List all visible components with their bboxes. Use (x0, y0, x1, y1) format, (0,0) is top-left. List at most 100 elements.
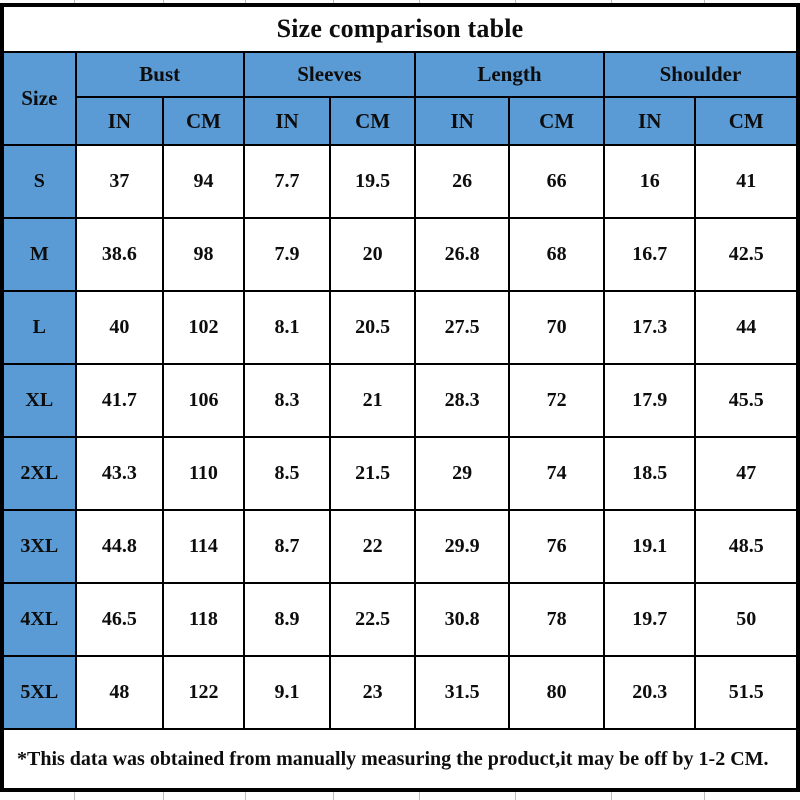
table-cell: 8.9 (242, 582, 332, 657)
sheet-tick (334, 0, 420, 3)
table-cell: 78 (508, 582, 605, 657)
table-cell: 16.7 (602, 217, 697, 292)
table-cell: 8.1 (242, 290, 332, 365)
table-cell: 80 (508, 655, 605, 730)
table-row: S 37 94 7.7 19.5 26 66 16 41 (1, 144, 799, 219)
table-cell: 19.7 (602, 582, 697, 657)
group-header-length: Length (413, 51, 605, 98)
table-cell: 110 (162, 436, 245, 511)
table-row: 3XL 44.8 114 8.7 22 29.9 76 19.1 48.5 (1, 509, 799, 584)
table-cell: 17.3 (602, 290, 697, 365)
table-cell: 28.3 (413, 363, 511, 438)
sheet-tick (164, 792, 246, 800)
sheet-edge-bottom (0, 792, 800, 800)
table-cell: 48.5 (694, 509, 799, 584)
sheet-tick (612, 792, 705, 800)
table-cell: 50 (694, 582, 799, 657)
table-row: 4XL 46.5 118 8.9 22.5 30.8 78 19.7 50 (1, 582, 799, 657)
header-group-row: Size Bust Sleeves Length Shoulder (1, 51, 800, 146)
table-cell: 7.9 (242, 217, 332, 292)
title-row: Size comparison table (1, 4, 799, 53)
sheet-tick (420, 0, 516, 3)
sheet-tick (705, 792, 800, 800)
table-cell: 19.1 (602, 509, 697, 584)
table-row: XL 41.7 106 8.3 21 28.3 72 17.9 45.5 (1, 363, 799, 438)
table-cell: 26.8 (413, 217, 511, 292)
table-cell: 18.5 (602, 436, 697, 511)
sheet-tick (0, 0, 75, 3)
footnote-row: *This data was obtained from manually me… (1, 728, 799, 791)
table-cell: 46.5 (74, 582, 165, 657)
table-cell: 102 (162, 290, 245, 365)
table-cell: 106 (162, 363, 245, 438)
table-cell: 51.5 (694, 655, 799, 730)
header-unit-row: IN CM IN CM IN CM IN CM (2, 96, 799, 146)
sheet-tick (0, 792, 75, 800)
row-size-label: XL (1, 363, 77, 438)
subheader-length-in: IN (413, 96, 511, 146)
table-cell: 31.5 (413, 655, 511, 730)
table-cell: 16 (602, 144, 697, 219)
table-cell: 118 (162, 582, 245, 657)
table-cell: 68 (508, 217, 605, 292)
sheet-tick (75, 792, 164, 800)
sheet-edge-top (0, 0, 800, 3)
sheet-tick (420, 792, 516, 800)
row-size-label: M (1, 217, 77, 292)
table-cell: 20.5 (329, 290, 416, 365)
table-cell: 45.5 (694, 363, 799, 438)
table-cell: 8.7 (242, 509, 332, 584)
table-cell: 9.1 (242, 655, 332, 730)
table-cell: 23 (329, 655, 416, 730)
size-comparison-table: Size comparison table Size Bust Sleeves … (0, 3, 800, 792)
table-cell: 41.7 (74, 363, 165, 438)
table-cell: 29 (413, 436, 511, 511)
subheader-shoulder-cm: CM (694, 96, 799, 146)
table-cell: 8.3 (242, 363, 332, 438)
table-cell: 22.5 (329, 582, 416, 657)
sheet-tick (516, 792, 612, 800)
sheet-tick (516, 0, 612, 3)
subheader-sleeves-cm: CM (329, 96, 416, 146)
table-cell: 19.5 (329, 144, 416, 219)
sheet-tick (246, 792, 334, 800)
table-cell: 48 (74, 655, 165, 730)
sheet-tick (164, 0, 246, 3)
table-cell: 70 (508, 290, 605, 365)
table-cell: 8.5 (242, 436, 332, 511)
table-cell: 22 (329, 509, 416, 584)
table-cell: 76 (508, 509, 605, 584)
table-cell: 37 (74, 144, 165, 219)
table-cell: 26 (413, 144, 511, 219)
group-header-bust: Bust (74, 51, 245, 98)
table-cell: 20.3 (602, 655, 697, 730)
table-cell: 94 (162, 144, 245, 219)
col-header-size: Size (1, 51, 77, 146)
table-cell: 20 (329, 217, 416, 292)
table-cell: 72 (508, 363, 605, 438)
sheet-tick (75, 0, 164, 3)
row-size-label: L (1, 290, 77, 365)
group-header-sleeves: Sleeves (242, 51, 416, 98)
subheader-shoulder-in: IN (602, 96, 697, 146)
table-cell: 21 (329, 363, 416, 438)
table-cell: 40 (74, 290, 165, 365)
subheader-length-cm: CM (508, 96, 605, 146)
table-cell: 17.9 (602, 363, 697, 438)
row-size-label: 2XL (1, 436, 77, 511)
row-size-label: S (1, 144, 77, 219)
table-cell: 44 (694, 290, 799, 365)
table-cell: 74 (508, 436, 605, 511)
table-row: L 40 102 8.1 20.5 27.5 70 17.3 44 (1, 290, 799, 365)
table-row: 5XL 48 122 9.1 23 31.5 80 20.3 51.5 (1, 655, 799, 730)
table-cell: 27.5 (413, 290, 511, 365)
sheet-tick (334, 792, 420, 800)
table-cell: 122 (162, 655, 245, 730)
subheader-bust-in: IN (74, 96, 165, 146)
subheader-sleeves-in: IN (242, 96, 332, 146)
table-cell: 44.8 (74, 509, 165, 584)
table-cell: 66 (508, 144, 605, 219)
footnote: *This data was obtained from manually me… (1, 728, 799, 791)
group-header-shoulder: Shoulder (602, 51, 800, 98)
